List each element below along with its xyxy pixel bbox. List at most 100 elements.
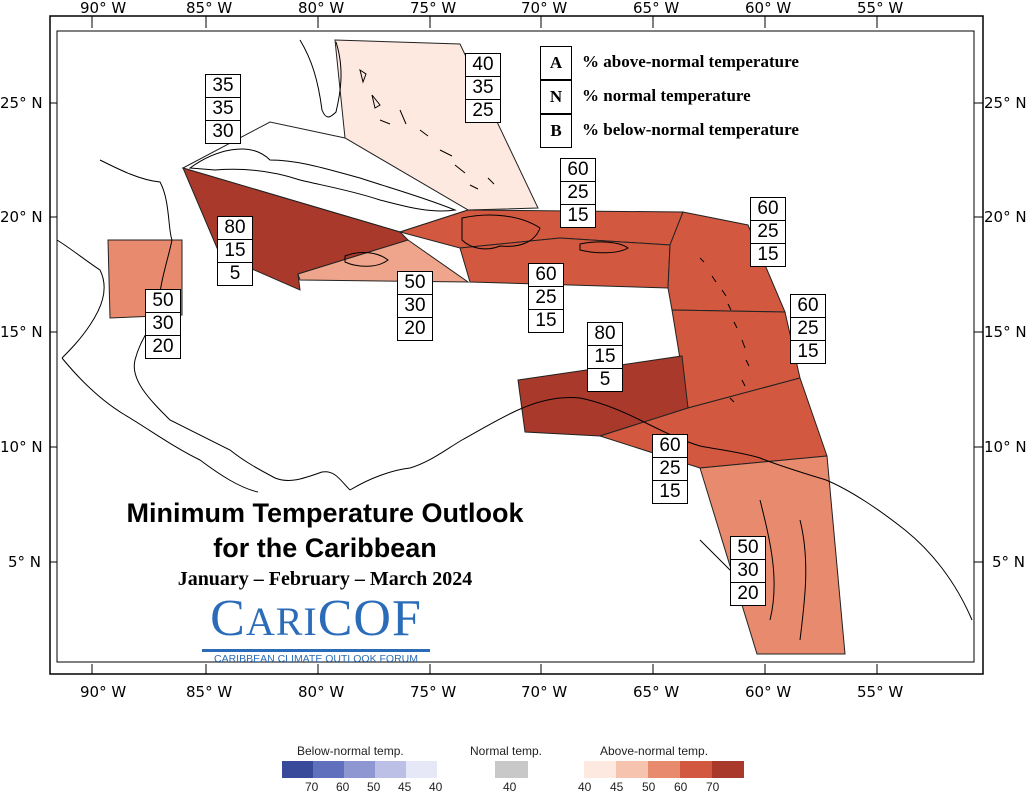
legend-title-below: Below-normal temp. [297,744,404,758]
lon-label-top-85: 85° W [186,0,232,17]
lon-label-bottom-80: 80° W [298,683,344,701]
prob-below: 20 [404,318,426,339]
prob-box-leeward-islands: 60 25 15 [750,197,786,267]
legend-title-normal: Normal temp. [470,744,543,758]
key-letter: A [540,46,572,80]
lon-label-top-65: 65° W [633,0,679,17]
legend-tick-below-70: 70 [305,780,319,794]
prob-normal: 25 [791,318,825,341]
legend-swatch-above-40 [584,761,616,778]
legend-tick-below-60: 60 [336,780,350,794]
lat-label-right-25: 25° N [984,94,1027,112]
key-text: % normal temperature [582,86,751,105]
prob-above: 60 [529,264,563,287]
prob-below: 25 [472,100,494,121]
lon-label-bottom-90: 90° W [80,683,126,701]
legend-tick-above-50: 50 [642,780,656,794]
legend-swatch-below-60 [313,761,344,778]
region-bahamas [334,39,539,211]
legend-tick-above-70: 70 [706,780,720,794]
lat-label-right-10: 10° N [984,438,1027,456]
prob-box-jamaica: 50 30 20 [397,271,433,341]
legend-tick-above-45: 45 [610,780,624,794]
map-title-line2: for the Caribbean [213,533,437,563]
legend-swatch-above-70 [712,761,744,778]
legend-tick-above-40: 40 [578,780,592,794]
prob-normal: 15 [218,240,252,263]
lon-label-top-75: 75° W [410,0,456,17]
prob-above: 60 [653,435,687,458]
key-text: % above-normal temperature [582,52,799,71]
prob-below: 15 [567,205,589,226]
caricof-logo: CARICOF CARIBBEAN CLIMATE OUTLOOK FORUM [200,592,432,666]
lon-label-top-70: 70° W [521,0,567,17]
longitude-axis-bottom: 90° W 85° W 80° W 75° W 70° W 65° W 60° … [80,664,903,701]
lat-label-right-15: 15° N [984,323,1027,341]
prob-normal: 35 [466,77,500,100]
prob-normal: 25 [751,221,785,244]
prob-above: 60 [751,198,785,221]
map-period: January – February – March 2024 [177,568,473,590]
coastlines [56,39,973,641]
prob-box-trinidad: 60 25 15 [652,434,688,504]
prob-normal: 30 [398,295,432,318]
legend-swatch-above-50 [648,761,680,778]
prob-above: 60 [561,159,595,182]
lat-label-left-15: 15° N [0,323,43,341]
prob-above: 35 [206,75,240,98]
prob-below: 15 [535,310,557,331]
key-text: % below-normal temperature [582,120,799,139]
lon-label-bottom-60: 60° W [745,683,791,701]
lat-label-right-20: 20° N [984,208,1027,226]
prob-below: 15 [659,481,681,502]
prob-box-belize: 50 30 20 [145,289,181,359]
prob-box-guianas: 50 30 20 [730,536,766,606]
prob-above: 80 [218,217,252,240]
legend-swatch-above-45 [616,761,648,778]
logo-rule [202,649,430,652]
prob-below: 20 [152,336,174,357]
prob-below: 15 [797,341,819,362]
prob-above: 40 [466,54,500,77]
prob-box-western-cuba: 35 35 30 [205,74,241,144]
lon-label-bottom-65: 65° W [633,683,679,701]
logo-subtitle: CARIBBEAN CLIMATE OUTLOOK FORUM [214,653,418,665]
lon-label-bottom-55: 55° W [857,683,903,701]
legend-swatch-below-45 [375,761,406,778]
legend-swatch-above-60 [680,761,712,778]
prob-normal: 35 [206,98,240,121]
map-frame-outer [49,15,984,675]
lat-label-right-5: 5° N [992,553,1025,571]
prob-above: 60 [791,295,825,318]
latitude-axis-right: 25° N 20° N 15° N 10° N 5° N [974,94,1027,571]
lat-label-left-25: 25° N [0,94,43,112]
legend-swatch-below-50 [344,761,375,778]
legend-swatch-below-70 [282,761,313,778]
prob-below: 5 [599,369,611,390]
prob-box-bahamas: 40 35 25 [465,53,501,123]
legend-tick-below-40: 40 [429,780,443,794]
prob-box-abc-islands: 80 15 5 [587,322,623,392]
lon-label-top-55: 55° W [857,0,903,17]
legend-tick-normal-40: 40 [503,780,517,794]
legend-title-above: Above-normal temp. [600,744,709,758]
key-letter: N [540,80,572,114]
longitude-axis-top: 90° W 85° W 80° W 75° W 70° W 65° W 60° … [80,0,903,28]
legend-swatch-normal-40 [495,761,528,778]
logo-wordmark: CARICOF [210,590,422,647]
legend-tick-above-60: 60 [674,780,688,794]
latitude-axis-left: 25° N 20° N 15° N 10° N 5° N [0,94,57,571]
map-title-line1: Minimum Temperature Outlook [126,498,524,528]
lon-label-bottom-70: 70° W [521,683,567,701]
prob-above: 80 [588,323,622,346]
prob-below: 15 [757,244,779,265]
lon-label-bottom-85: 85° W [186,683,232,701]
lon-label-top-60: 60° W [745,0,791,17]
prob-above: 50 [398,272,432,295]
prob-box-cayman-jamaica-west: 80 15 5 [217,216,253,286]
prob-normal: 25 [529,287,563,310]
prob-normal: 30 [731,560,765,583]
prob-normal: 30 [146,313,180,336]
prob-normal: 25 [561,182,595,205]
